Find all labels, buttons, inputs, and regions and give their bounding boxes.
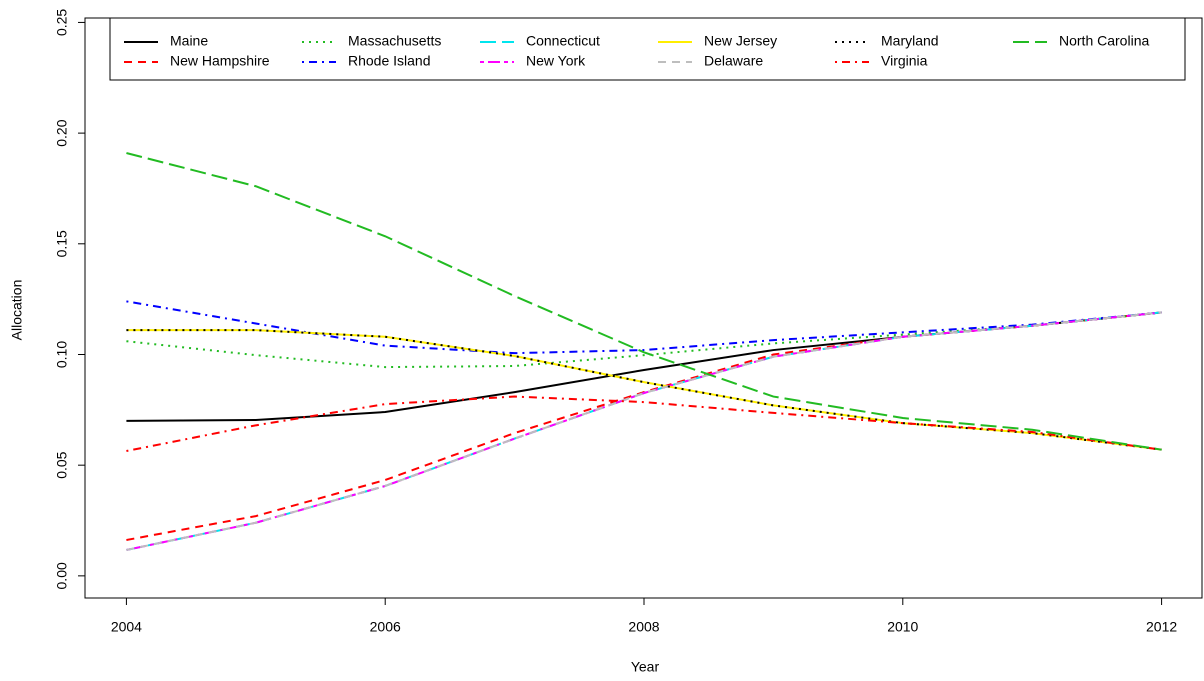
x-axis-label: Year <box>631 659 660 675</box>
y-tick-label: 0.25 <box>54 9 70 36</box>
legend-label: Rhode Island <box>348 53 431 69</box>
x-tick-label: 2004 <box>111 619 142 635</box>
series-line <box>126 152 1162 451</box>
y-tick-label: 0.05 <box>54 451 70 478</box>
legend-label: Connecticut <box>526 33 600 49</box>
plot-frame <box>84 17 1203 599</box>
y-tick-label: 0.00 <box>54 562 70 589</box>
legend-label: New Hampshire <box>170 53 270 69</box>
legend-label: Maine <box>170 33 208 49</box>
legend-label: Virginia <box>881 53 928 69</box>
y-tick-label: 0.15 <box>54 230 70 257</box>
series-line <box>126 329 1162 451</box>
legend-label: New York <box>526 53 586 69</box>
x-tick-label: 2006 <box>370 619 401 635</box>
legend-label: Delaware <box>704 53 763 69</box>
x-tick-label: 2008 <box>628 619 659 635</box>
legend-label: Maryland <box>881 33 939 49</box>
legend-box <box>109 17 1186 81</box>
series-line <box>126 395 1162 452</box>
legend-label: New Jersey <box>704 33 777 49</box>
x-tick-label: 2012 <box>1146 619 1177 635</box>
series-line <box>126 311 1162 369</box>
x-tick-label: 2010 <box>887 619 918 635</box>
y-axis-label: Allocation <box>9 280 25 341</box>
series-line <box>126 300 1162 355</box>
series-line <box>126 311 1162 551</box>
legend-label: North Carolina <box>1059 33 1149 49</box>
y-tick-label: 0.20 <box>54 119 70 146</box>
y-tick-label: 0.10 <box>54 341 70 368</box>
legend-label: Massachusetts <box>348 33 441 49</box>
series-line <box>126 311 1162 541</box>
